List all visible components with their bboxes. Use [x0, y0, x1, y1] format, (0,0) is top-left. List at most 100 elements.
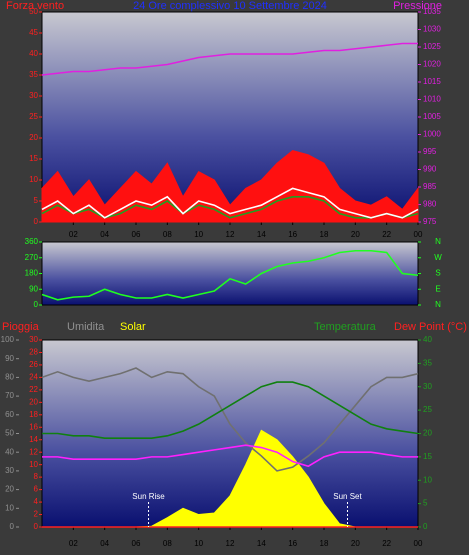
- y-tick-label: 1000: [423, 130, 441, 139]
- y-tick-label: N: [435, 237, 441, 246]
- y-tick-label: 50: [5, 429, 14, 438]
- x-tick-label: 04: [100, 539, 109, 548]
- x-tick-label: 16: [288, 230, 297, 239]
- y-tick-label: 1035: [423, 7, 441, 16]
- x-tick-label: 20: [351, 230, 360, 239]
- x-tick-label: 22: [382, 539, 391, 548]
- annotation: Sun Set: [333, 492, 362, 501]
- x-tick-label: 08: [163, 230, 172, 239]
- y-tick-label: 40: [5, 447, 14, 456]
- line: [42, 381, 419, 439]
- y-tick-label: 180: [25, 269, 39, 278]
- y-tick-label: 30: [29, 91, 38, 100]
- y-tick-label: 35: [423, 358, 432, 367]
- y-tick-label: 0: [34, 522, 39, 531]
- y-tick-label: 12: [29, 447, 38, 456]
- x-tick-label: 22: [382, 230, 391, 239]
- y-tick-label: 1025: [423, 42, 441, 51]
- y-tick-label: 70: [5, 391, 14, 400]
- x-tick-label: 14: [257, 230, 266, 239]
- y-tick-label: 1020: [423, 60, 441, 69]
- y-tick-label: 25: [29, 112, 38, 121]
- x-tick-label: 20: [351, 539, 360, 548]
- y-tick-label: W: [434, 253, 442, 262]
- y-tick-label: 45: [29, 28, 38, 37]
- y-tick-label: 10: [29, 460, 38, 469]
- y-tick-label: 22: [29, 385, 38, 394]
- x-tick-label: 16: [288, 539, 297, 548]
- y-tick-label: 100: [1, 335, 15, 344]
- x-tick-label: 14: [257, 539, 266, 548]
- x-tick-label: 00: [414, 539, 423, 548]
- y-tick-label: 20: [423, 429, 432, 438]
- y-tick-label: 90: [29, 284, 38, 293]
- plot-area: [41, 241, 419, 306]
- y-tick-label: S: [435, 269, 440, 278]
- axis-label: Forza vento: [6, 0, 64, 12]
- x-tick-label: 12: [226, 539, 235, 548]
- y-tick-label: 5: [423, 499, 428, 508]
- y-tick-label: 995: [423, 147, 437, 156]
- y-tick-label: 10: [423, 475, 432, 484]
- y-tick-label: 50: [29, 7, 38, 16]
- legend-label: Temperatura: [314, 321, 377, 333]
- y-tick-label: 30: [423, 382, 432, 391]
- y-tick-label: 24: [29, 373, 38, 382]
- line: [42, 444, 418, 468]
- y-tick-label: 1010: [423, 95, 441, 104]
- y-tick-label: 26: [29, 360, 38, 369]
- y-tick-label: 20: [5, 485, 14, 494]
- y-tick-label: 1030: [423, 25, 441, 34]
- line: [41, 249, 419, 301]
- y-tick-label: 0: [423, 522, 428, 531]
- y-tick-label: 990: [423, 165, 437, 174]
- y-tick-label: 985: [423, 182, 437, 191]
- line: [41, 367, 419, 472]
- x-tick-label: 02: [69, 539, 78, 548]
- legend-label: Pioggia: [2, 321, 40, 333]
- x-tick-label: 00: [414, 230, 423, 239]
- y-tick-label: 20: [29, 397, 38, 406]
- legend-label: Solar: [120, 321, 146, 333]
- x-tick-label: 02: [69, 230, 78, 239]
- y-tick-label: 2: [34, 510, 39, 519]
- annotation: Sun Rise: [132, 492, 165, 501]
- y-tick-label: 40: [29, 49, 38, 58]
- plot-area: [41, 11, 419, 223]
- x-tick-label: 10: [194, 230, 203, 239]
- y-tick-label: N: [435, 300, 441, 309]
- y-tick-label: 980: [423, 200, 437, 209]
- y-tick-label: 10: [29, 175, 38, 184]
- x-tick-label: 06: [132, 230, 141, 239]
- x-tick-label: 08: [163, 539, 172, 548]
- y-tick-label: 25: [423, 405, 432, 414]
- y-tick-label: 28: [29, 348, 38, 357]
- x-tick-label: 12: [226, 230, 235, 239]
- chart-title: 24 Ore complessivo 10 Settembre 2024: [133, 0, 327, 12]
- x-tick-label: 04: [100, 230, 109, 239]
- y-tick-label: 14: [29, 435, 38, 444]
- y-tick-label: 6: [34, 485, 39, 494]
- y-tick-label: 20: [29, 133, 38, 142]
- y-tick-label: 60: [5, 410, 14, 419]
- y-tick-label: 15: [423, 452, 432, 461]
- y-tick-label: 30: [5, 466, 14, 475]
- x-tick-label: 06: [132, 539, 141, 548]
- y-tick-label: 80: [5, 373, 14, 382]
- y-tick-label: 8: [34, 472, 39, 481]
- y-tick-label: 35: [29, 70, 38, 79]
- y-tick-label: 10: [5, 503, 14, 512]
- x-tick-label: 18: [320, 230, 329, 239]
- y-tick-label: 975: [423, 217, 437, 226]
- y-tick-label: 0: [34, 217, 39, 226]
- y-tick-label: 1015: [423, 77, 441, 86]
- axis-label: Pressione: [393, 0, 442, 12]
- y-tick-label: 5: [34, 196, 39, 205]
- y-tick-label: 16: [29, 422, 38, 431]
- y-tick-label: 40: [423, 335, 432, 344]
- y-tick-label: 18: [29, 410, 38, 419]
- y-tick-label: 30: [29, 335, 38, 344]
- y-tick-label: 360: [25, 237, 39, 246]
- y-tick-label: E: [435, 284, 440, 293]
